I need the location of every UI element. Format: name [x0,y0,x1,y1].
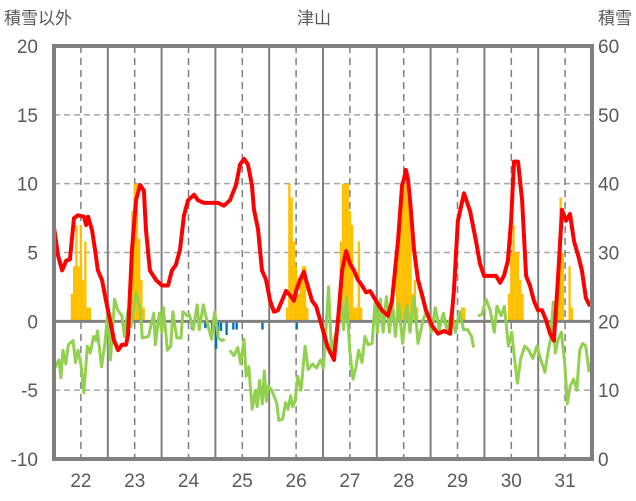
orange-bar [568,266,571,322]
orange-bar [70,293,74,322]
left-tick-label: -5 [21,381,38,402]
orange-bar [303,266,307,322]
orange-bar [306,307,309,322]
orange-bar [398,211,401,322]
orange-bar [353,307,356,322]
orange-bar [402,183,405,322]
x-tick-label: 23 [124,471,145,492]
blue-bar [232,321,235,330]
orange-bar [285,307,289,322]
left-tick-label: 10 [17,175,38,196]
left-axis-title: 積雪以外 [4,9,72,29]
orange-bar [84,241,87,322]
orange-bar [407,197,410,322]
blue-bar [261,321,264,330]
x-tick-label: 31 [555,471,576,492]
blue-bar [219,321,223,331]
right-axis-title: 積雪 [598,9,632,29]
orange-bar [400,183,403,322]
orange-bar [292,241,296,322]
orange-bar [341,183,345,322]
orange-bar [288,183,291,322]
x-tick-label: 28 [393,471,414,492]
orange-bar [301,266,305,322]
orange-bar [138,238,141,322]
red-line [52,156,592,362]
orange-bar [516,252,520,322]
orange-bar [350,224,354,322]
right-tick-label: 30 [598,244,619,265]
orange-bar [75,224,78,322]
orange-bar [460,307,464,322]
right-tick-label: 0 [598,450,609,471]
orange-bar [297,293,300,322]
left-tick-label: 0 [27,312,38,333]
blue-bar [225,321,228,336]
orange-bar [79,224,83,322]
blue-bar [204,321,207,329]
blue-bar [295,321,298,330]
orange-bar [355,307,358,322]
right-tick-label: 10 [598,381,619,402]
orange-bar [519,280,522,322]
orange-bar [510,252,513,322]
orange-bar [135,183,139,322]
orange-bar [463,307,466,322]
orange-bar [404,183,408,322]
orange-bar [81,280,85,322]
orange-bar [142,307,145,322]
green-line [52,285,594,422]
orange-bar [77,266,80,322]
orange-bar [507,293,511,322]
x-tick-label: 30 [501,471,522,492]
plot-frame [52,44,594,461]
orange-bar [514,252,517,322]
orange-bar [72,266,76,322]
blue-bar [214,321,218,349]
orange-bar [570,307,574,322]
orange-bar [409,211,412,322]
orange-bar [415,307,419,322]
orange-bar [88,307,92,322]
right-tick-label: 50 [598,106,619,127]
orange-bar [359,307,363,322]
x-tick-label: 26 [286,471,307,492]
x-tick-label: 29 [447,471,468,492]
blue-bar [235,321,238,330]
left-tick-label: 20 [17,37,38,58]
orange-bar [133,183,136,322]
left-tick-label: -10 [11,450,38,471]
orange-bar [86,307,89,322]
x-tick-label: 27 [339,471,360,492]
orange-bar [140,280,143,322]
chart-title: 津山 [297,9,331,29]
x-tick-label: 22 [70,471,91,492]
right-tick-label: 20 [598,312,619,333]
orange-bar [290,197,293,322]
right-tick-label: 40 [598,175,619,196]
orange-bar [561,252,565,322]
right-tick-label: 60 [598,37,619,58]
orange-bar [395,266,399,322]
orange-bar [521,293,524,322]
x-tick-label: 25 [232,471,253,492]
left-tick-label: 5 [27,244,38,265]
orange-bar [512,224,515,322]
x-tick-label: 24 [178,471,200,492]
left-tick-label: 15 [17,106,38,127]
orange-bar [299,280,302,322]
